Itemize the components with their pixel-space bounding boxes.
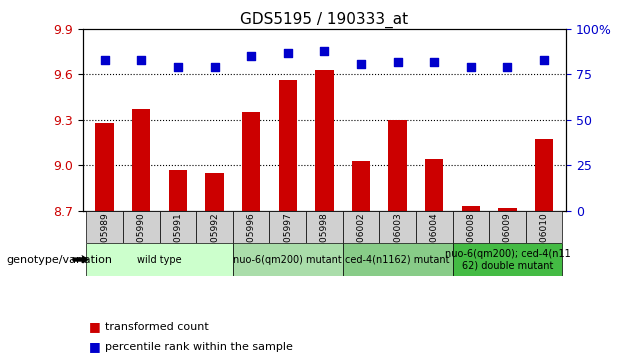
Bar xyxy=(352,160,370,211)
FancyBboxPatch shape xyxy=(270,211,306,243)
Text: GSM1305989: GSM1305989 xyxy=(100,212,109,273)
FancyBboxPatch shape xyxy=(343,243,453,276)
Bar xyxy=(462,206,480,211)
FancyBboxPatch shape xyxy=(86,211,123,243)
FancyBboxPatch shape xyxy=(453,211,489,243)
Point xyxy=(136,57,146,63)
Text: GSM1306004: GSM1306004 xyxy=(430,212,439,273)
Point xyxy=(319,48,329,54)
Bar xyxy=(95,123,114,211)
Point xyxy=(209,64,219,70)
FancyBboxPatch shape xyxy=(526,211,562,243)
Point xyxy=(429,59,439,65)
FancyBboxPatch shape xyxy=(453,243,562,276)
Point xyxy=(173,64,183,70)
Text: GSM1305990: GSM1305990 xyxy=(137,212,146,273)
Bar xyxy=(132,109,151,211)
Text: percentile rank within the sample: percentile rank within the sample xyxy=(105,342,293,352)
Point xyxy=(356,61,366,66)
Text: GSM1305991: GSM1305991 xyxy=(174,212,183,273)
Point xyxy=(466,64,476,70)
FancyBboxPatch shape xyxy=(86,243,233,276)
Point xyxy=(282,50,293,56)
Text: ■: ■ xyxy=(89,320,100,333)
Bar xyxy=(535,139,553,211)
FancyBboxPatch shape xyxy=(416,211,453,243)
Text: GSM1305997: GSM1305997 xyxy=(283,212,292,273)
Point xyxy=(246,53,256,59)
Text: nuo-6(qm200) mutant: nuo-6(qm200) mutant xyxy=(233,254,342,265)
Text: nuo-6(qm200); ced-4(n11
62) double mutant: nuo-6(qm200); ced-4(n11 62) double mutan… xyxy=(445,249,570,270)
Text: GSM1306002: GSM1306002 xyxy=(357,212,366,273)
Bar xyxy=(425,159,443,211)
Bar xyxy=(389,120,407,211)
FancyBboxPatch shape xyxy=(196,211,233,243)
Text: GSM1305992: GSM1305992 xyxy=(210,212,219,273)
FancyBboxPatch shape xyxy=(306,211,343,243)
Point xyxy=(502,64,513,70)
Text: GSM1306010: GSM1306010 xyxy=(539,212,549,273)
Point xyxy=(539,57,549,63)
FancyBboxPatch shape xyxy=(233,211,270,243)
Text: genotype/variation: genotype/variation xyxy=(6,254,113,265)
Title: GDS5195 / 190333_at: GDS5195 / 190333_at xyxy=(240,12,408,28)
Text: GSM1306008: GSM1306008 xyxy=(466,212,475,273)
Text: wild type: wild type xyxy=(137,254,182,265)
FancyBboxPatch shape xyxy=(379,211,416,243)
FancyBboxPatch shape xyxy=(489,211,526,243)
Bar xyxy=(498,208,516,211)
Bar xyxy=(205,173,224,211)
Text: GSM1306003: GSM1306003 xyxy=(393,212,402,273)
FancyBboxPatch shape xyxy=(233,243,343,276)
FancyBboxPatch shape xyxy=(160,211,196,243)
Text: GSM1305998: GSM1305998 xyxy=(320,212,329,273)
Text: ■: ■ xyxy=(89,340,100,353)
Text: ced-4(n1162) mutant: ced-4(n1162) mutant xyxy=(345,254,450,265)
Point xyxy=(100,57,110,63)
Text: transformed count: transformed count xyxy=(105,322,209,332)
Bar xyxy=(279,81,297,211)
Bar xyxy=(242,112,260,211)
Point xyxy=(392,59,403,65)
FancyBboxPatch shape xyxy=(123,211,160,243)
Text: GSM1305996: GSM1305996 xyxy=(247,212,256,273)
Bar xyxy=(169,170,187,211)
FancyBboxPatch shape xyxy=(343,211,379,243)
Text: GSM1306009: GSM1306009 xyxy=(503,212,512,273)
Bar xyxy=(315,70,333,211)
